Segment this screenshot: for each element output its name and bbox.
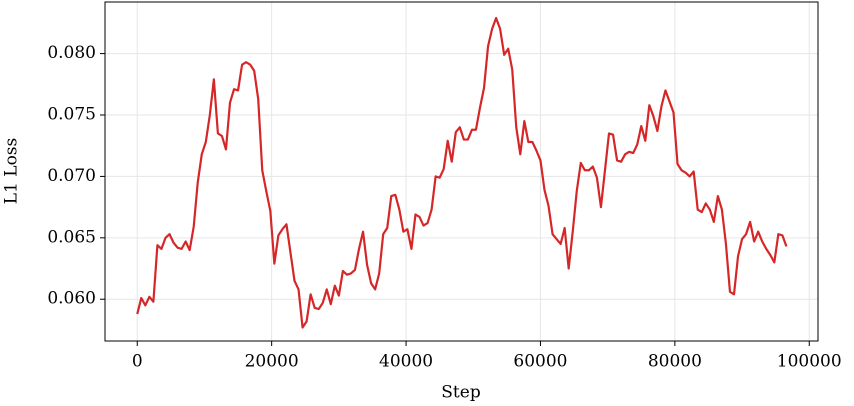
y-tick-label: 0.065 bbox=[47, 227, 96, 247]
x-tick-label: 60000 bbox=[513, 352, 567, 372]
data-line bbox=[136, 16, 788, 329]
y-tick-label: 0.080 bbox=[47, 43, 96, 63]
x-tick-label: 40000 bbox=[379, 352, 433, 372]
y-tick-label: 0.075 bbox=[47, 105, 96, 125]
x-tick-label: 20000 bbox=[245, 352, 299, 372]
y-tick-label: 0.060 bbox=[47, 289, 96, 309]
x-tick-label: 100000 bbox=[777, 352, 842, 372]
x-axis-label: Step bbox=[441, 383, 481, 403]
x-tick-label: 80000 bbox=[648, 352, 702, 372]
y-axis-label: L1 Loss bbox=[2, 138, 22, 204]
plot-frame bbox=[104, 1, 819, 342]
x-tick-label: 0 bbox=[132, 352, 143, 372]
y-tick-label: 0.070 bbox=[47, 166, 96, 186]
